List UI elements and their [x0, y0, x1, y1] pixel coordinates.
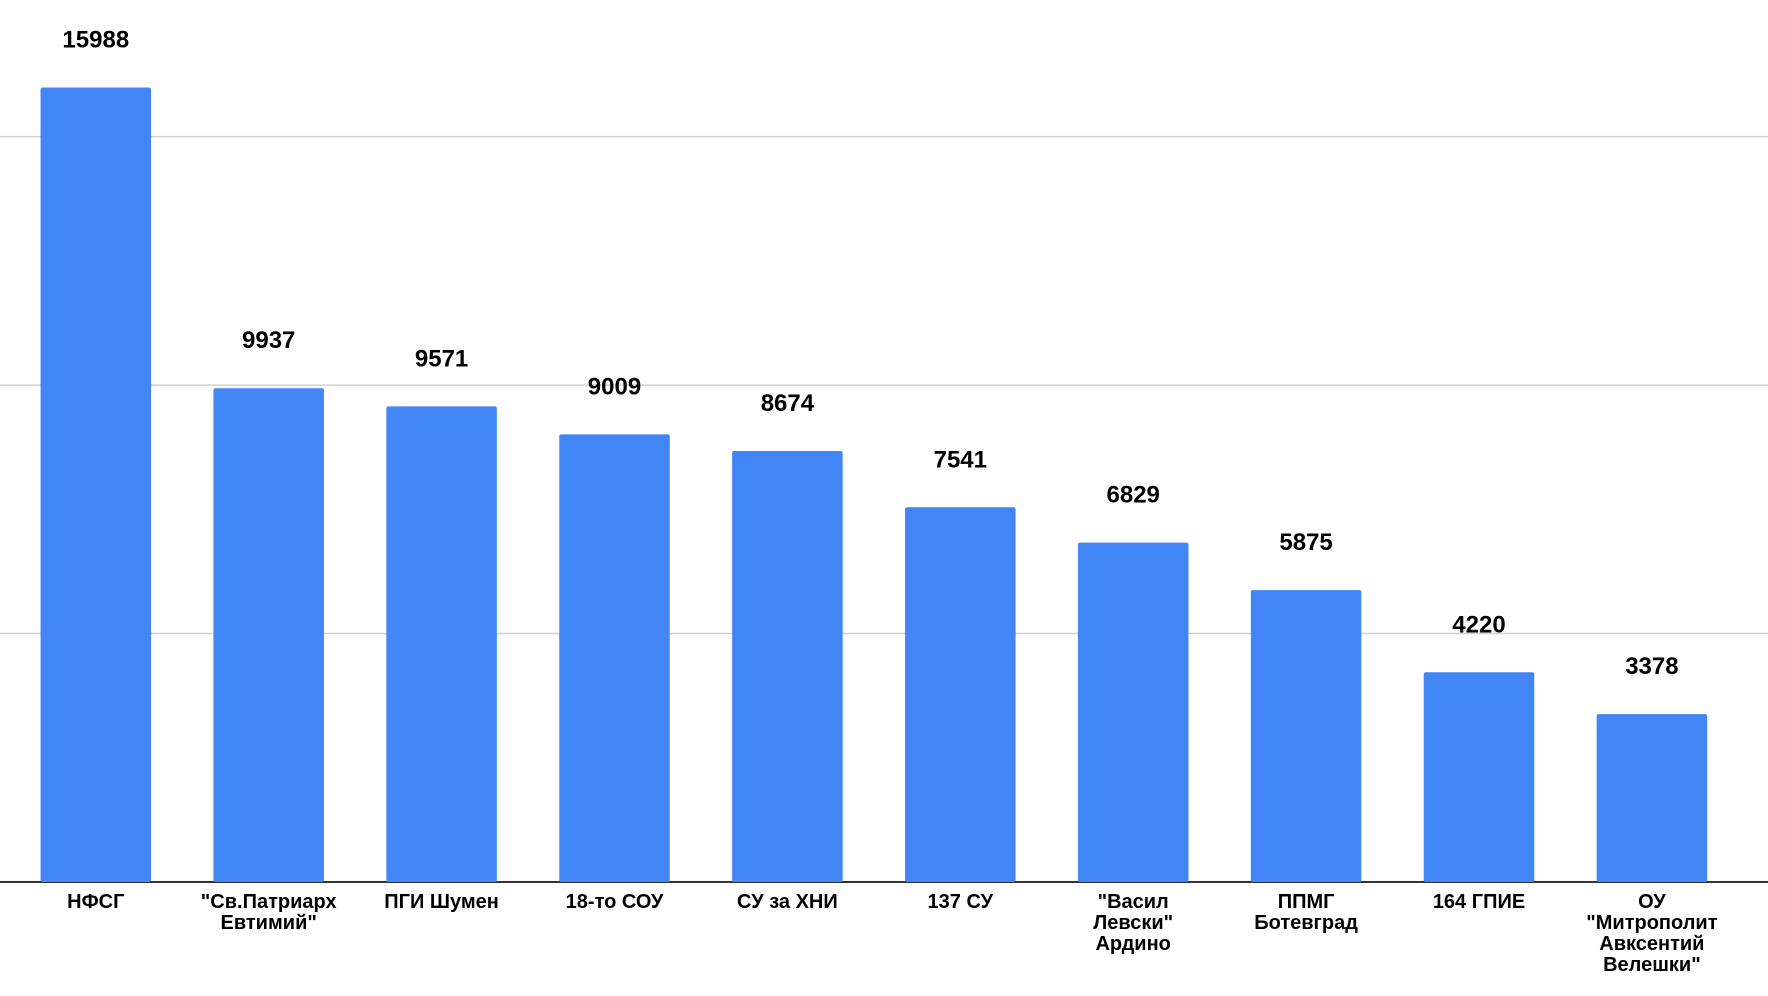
x-tick-label: 18-то СОУ [565, 891, 664, 913]
bar [213, 388, 324, 882]
x-tick-label: НФСГ [67, 891, 125, 913]
bar [1250, 590, 1362, 882]
x-tick-label: 137 СУ [927, 891, 994, 913]
x-tick-label: ОУ "Митрополит Авксентий Велешки" [1586, 891, 1718, 976]
bar [40, 87, 152, 883]
value-label: 5875 [1279, 529, 1332, 556]
x-tick-label: СУ за ХНИ [737, 891, 838, 913]
value-label: 9937 [242, 327, 295, 354]
bar [559, 434, 670, 882]
bar [905, 507, 1016, 882]
bar [732, 450, 843, 882]
bar [386, 406, 497, 882]
value-label: 3378 [1625, 653, 1678, 680]
x-tick-label: "Васил Левски" Ардино [1093, 891, 1174, 955]
value-label: 7541 [934, 446, 987, 473]
bar [1077, 542, 1189, 882]
value-label: 8674 [761, 390, 815, 417]
bar [1596, 714, 1708, 882]
x-tick-label: ППМГ Ботевград [1254, 891, 1358, 934]
x-tick-label: ПГИ Шумен [384, 891, 499, 913]
x-tick-label: 164 ГПИЕ [1432, 891, 1526, 913]
value-label: 9571 [415, 345, 468, 372]
value-label: 9009 [588, 373, 641, 400]
x-tick-label: "Св.Патриарх Евтимий" [200, 891, 337, 934]
bar [1423, 672, 1535, 882]
value-label: 4220 [1452, 611, 1505, 638]
value-label: 6829 [1107, 482, 1160, 509]
value-label: 15988 [62, 27, 129, 54]
